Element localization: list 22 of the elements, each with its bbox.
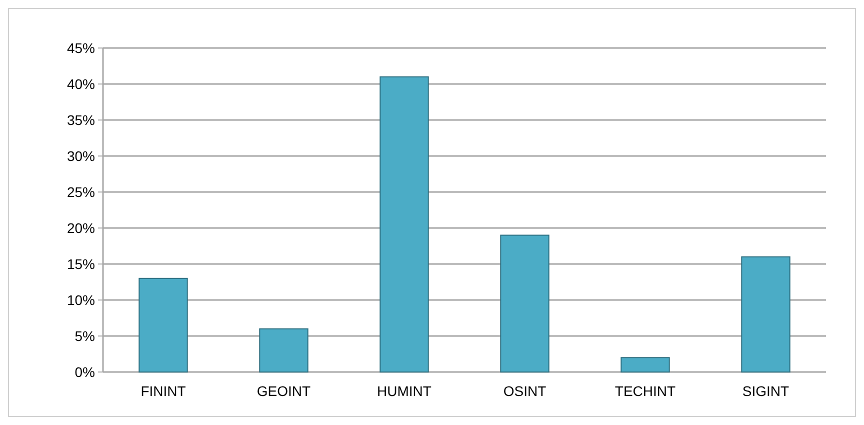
x-tick-label: GEOINT bbox=[256, 383, 312, 399]
y-tick-label: 10% bbox=[66, 292, 95, 308]
x-tick-label: OSINT bbox=[503, 383, 547, 399]
y-tick-label: 20% bbox=[66, 220, 95, 236]
y-tick-label: 35% bbox=[66, 112, 95, 128]
x-tick-label: TECHINT bbox=[614, 383, 676, 399]
bar bbox=[620, 357, 670, 372]
bar bbox=[259, 328, 308, 372]
bar bbox=[380, 76, 429, 372]
bar bbox=[741, 256, 790, 372]
x-tick-label: HUMINT bbox=[377, 383, 432, 399]
x-tick-label: SIGINT bbox=[742, 383, 790, 399]
x-tick-label: FININT bbox=[140, 383, 186, 399]
y-tick-label: 0% bbox=[74, 364, 95, 380]
y-tick-label: 25% bbox=[66, 184, 95, 200]
y-tick-label: 45% bbox=[66, 40, 95, 56]
bar bbox=[138, 278, 188, 372]
bar bbox=[500, 234, 550, 372]
y-tick-label: 30% bbox=[66, 148, 95, 164]
y-tick-label: 15% bbox=[66, 256, 95, 272]
y-tick-label: 5% bbox=[74, 328, 95, 344]
y-tick-label: 40% bbox=[66, 76, 95, 92]
